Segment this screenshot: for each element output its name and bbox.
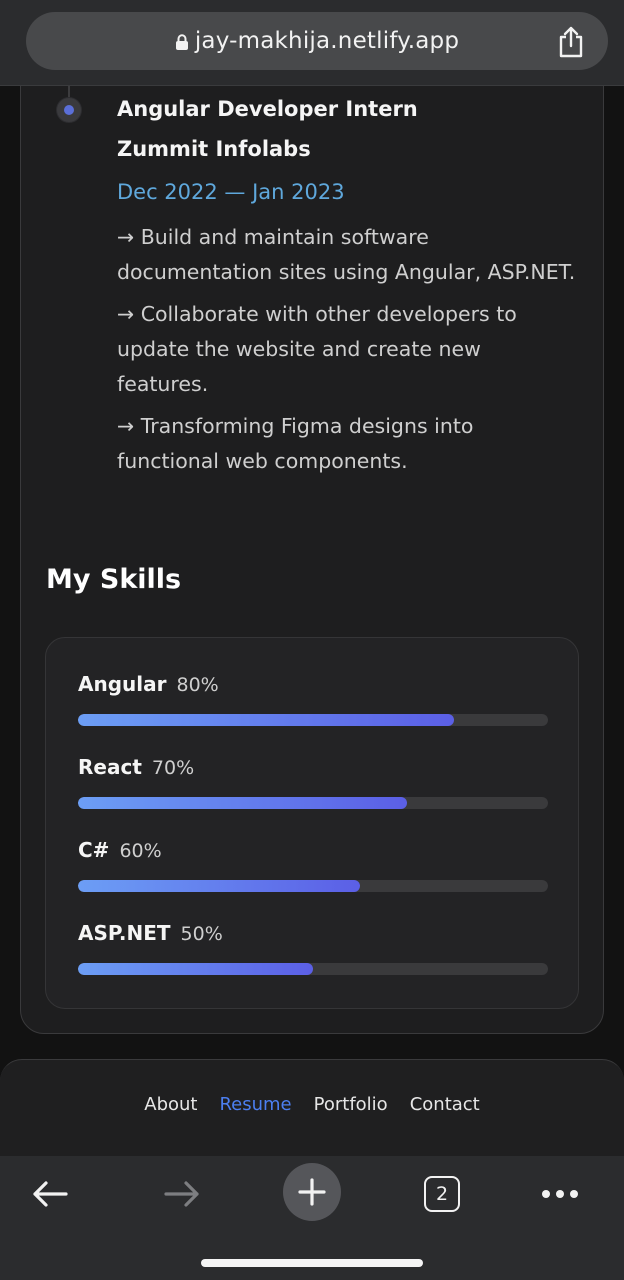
skill-bar-track	[78, 880, 548, 892]
home-indicator[interactable]	[201, 1259, 423, 1267]
skill-name: React	[78, 755, 142, 779]
share-icon[interactable]	[556, 26, 586, 58]
skill-item: ASP.NET 50%	[78, 921, 548, 975]
job-title: Angular Developer Intern	[117, 97, 418, 121]
browser-bottom-toolbar: 2	[0, 1156, 624, 1280]
lock-icon	[175, 34, 188, 50]
skill-bar-fill	[78, 797, 407, 809]
skill-bar-fill	[78, 963, 313, 975]
skill-item: C# 60%	[78, 838, 548, 892]
skill-name: C#	[78, 838, 110, 862]
skills-panel: Angular 80% React 70% C# 60%	[45, 637, 579, 1009]
back-button[interactable]	[20, 1164, 80, 1224]
nav-link-contact[interactable]: Contact	[409, 1094, 480, 1115]
tabs-button[interactable]: 2	[412, 1164, 472, 1224]
address-bar[interactable]: jay-makhija.netlify.app	[26, 12, 608, 70]
site-nav: About Resume Portfolio Contact	[0, 1059, 624, 1156]
skill-bar-fill	[78, 714, 454, 726]
job-dates: Dec 2022 — Jan 2023	[117, 180, 345, 204]
skill-bar-fill	[78, 880, 360, 892]
browser-top-bar: jay-makhija.netlify.app	[0, 0, 624, 86]
skill-name: Angular	[78, 672, 167, 696]
skills-heading: My Skills	[46, 564, 182, 595]
skill-name: ASP.NET	[78, 921, 171, 945]
job-point: → Build and maintain software documentat…	[117, 225, 576, 284]
back-arrow-icon	[33, 1181, 68, 1207]
skill-bar-track	[78, 714, 548, 726]
timeline-dot	[57, 98, 81, 122]
skill-item: Angular 80%	[78, 672, 548, 726]
job-points: → Build and maintain software documentat…	[117, 220, 577, 486]
job-point: → Transforming Figma designs into functi…	[117, 414, 474, 473]
tabs-icon: 2	[424, 1176, 460, 1212]
more-button[interactable]	[530, 1164, 590, 1224]
plus-icon	[298, 1178, 326, 1206]
skill-percent: 70%	[151, 757, 195, 779]
forward-button[interactable]	[152, 1164, 212, 1224]
new-tab-button[interactable]	[282, 1162, 342, 1222]
job-point: → Collaborate with other developers to u…	[117, 302, 517, 396]
skill-item: React 70%	[78, 755, 548, 809]
more-icon	[542, 1190, 578, 1198]
timeline-line	[68, 86, 70, 102]
skill-bar-track	[78, 797, 548, 809]
skill-bar-track	[78, 963, 548, 975]
forward-arrow-icon	[164, 1181, 199, 1207]
nav-link-portfolio[interactable]: Portfolio	[313, 1094, 388, 1115]
skill-percent: 80%	[176, 674, 219, 696]
nav-link-resume[interactable]: Resume	[219, 1094, 292, 1115]
skill-percent: 60%	[119, 840, 162, 862]
job-company: Zummit Infolabs	[117, 137, 311, 161]
skill-percent: 50%	[180, 923, 223, 945]
url-text: jay-makhija.netlify.app	[194, 28, 460, 54]
nav-link-about[interactable]: About	[144, 1094, 198, 1115]
